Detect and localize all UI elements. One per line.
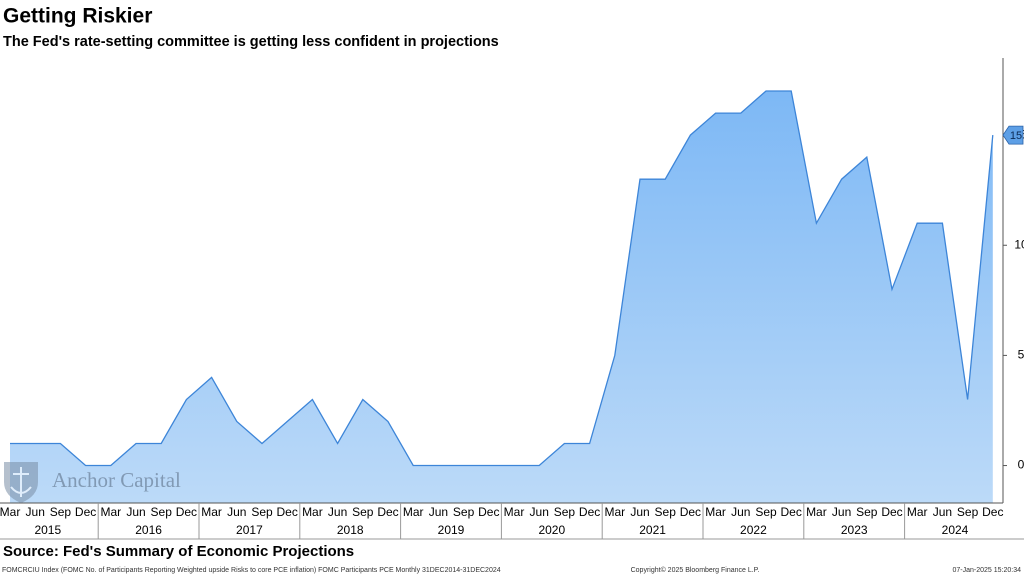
source-note: Source: Fed's Summary of Economic Projec… — [3, 543, 354, 560]
x-tick-label: Mar — [806, 505, 827, 519]
x-tick-label: Mar — [604, 505, 625, 519]
x-tick-label: Jun — [26, 505, 45, 519]
x-tick-label: Sep — [352, 505, 374, 519]
y-tick-label: 10 — [1014, 237, 1024, 251]
x-tick-label: Mar — [201, 505, 222, 519]
year-label: 2023 — [841, 523, 868, 537]
x-tick-label: Jun — [832, 505, 851, 519]
x-tick-label: Sep — [151, 505, 173, 519]
year-label: 2020 — [538, 523, 565, 537]
x-tick-label: Jun — [328, 505, 347, 519]
x-tick-label: Jun — [530, 505, 549, 519]
x-tick-label: Sep — [856, 505, 878, 519]
footer-center: Copyright© 2025 Bloomberg Finance L.P. — [631, 566, 760, 574]
chart-subtitle: The Fed's rate-setting committee is gett… — [3, 34, 499, 50]
x-tick-label: Dec — [277, 505, 298, 519]
last-value-marker — [1002, 125, 1024, 145]
year-label: 2016 — [135, 523, 162, 537]
x-tick-label: Sep — [453, 505, 475, 519]
x-tick-label: Dec — [478, 505, 499, 519]
area-line — [10, 90, 994, 467]
x-tick-label: Jun — [227, 505, 246, 519]
watermark: Anchor Capital — [4, 462, 181, 503]
x-tick-label: Sep — [50, 505, 72, 519]
x-tick-label: Dec — [680, 505, 701, 519]
x-tick-label: Jun — [933, 505, 952, 519]
y-tick-label: 5 — [1018, 348, 1024, 362]
x-tick-label: Jun — [126, 505, 145, 519]
year-label: 2021 — [639, 523, 666, 537]
x-tick-label: Dec — [881, 505, 902, 519]
area-fill — [10, 91, 993, 503]
year-label: 2018 — [337, 523, 364, 537]
watermark-anchor — [10, 467, 32, 497]
x-tick-label: Mar — [907, 505, 928, 519]
year-label: 2022 — [740, 523, 767, 537]
year-label: 2017 — [236, 523, 263, 537]
year-label: 2015 — [34, 523, 61, 537]
footer-right: 07-Jan-2025 15:20:34 — [953, 567, 1022, 574]
x-tick-label: Dec — [579, 505, 600, 519]
x-tick-label: Mar — [0, 505, 20, 519]
x-tick-label: Sep — [251, 505, 273, 519]
chart-title: Getting Riskier — [3, 5, 152, 28]
footer-left: FOMCRCIU Index (FOMC No. of Participants… — [2, 567, 501, 574]
year-label: 2024 — [942, 523, 969, 537]
x-tick-label: Jun — [630, 505, 649, 519]
x-tick-label: Sep — [957, 505, 979, 519]
x-tick-label: Mar — [100, 505, 121, 519]
x-tick-label: Mar — [504, 505, 525, 519]
watermark-text: Anchor Capital — [52, 468, 181, 492]
x-tick-label: Dec — [377, 505, 398, 519]
x-tick-label: Dec — [75, 505, 96, 519]
x-tick-label: Mar — [403, 505, 424, 519]
last-value-label: 15 — [1010, 130, 1022, 142]
year-label: 2019 — [438, 523, 465, 537]
x-tick-label: Jun — [731, 505, 750, 519]
x-tick-label: Dec — [982, 505, 1003, 519]
x-tick-label: Dec — [176, 505, 197, 519]
x-tick-label: Sep — [655, 505, 677, 519]
y-tick-label: 0 — [1018, 458, 1024, 472]
plot-area: 05101515MarJunSepDecMarJunSepDecMarJunSe… — [0, 58, 1024, 539]
x-tick-label: Sep — [554, 505, 576, 519]
x-tick-label: Dec — [781, 505, 802, 519]
x-tick-label: Mar — [705, 505, 726, 519]
x-tick-label: Jun — [429, 505, 448, 519]
x-tick-label: Sep — [755, 505, 777, 519]
x-tick-label: Mar — [302, 505, 323, 519]
